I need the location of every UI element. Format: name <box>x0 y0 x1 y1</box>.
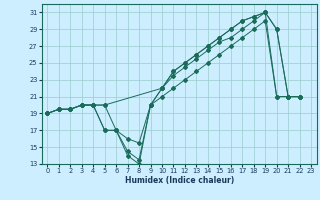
X-axis label: Humidex (Indice chaleur): Humidex (Indice chaleur) <box>124 176 234 185</box>
